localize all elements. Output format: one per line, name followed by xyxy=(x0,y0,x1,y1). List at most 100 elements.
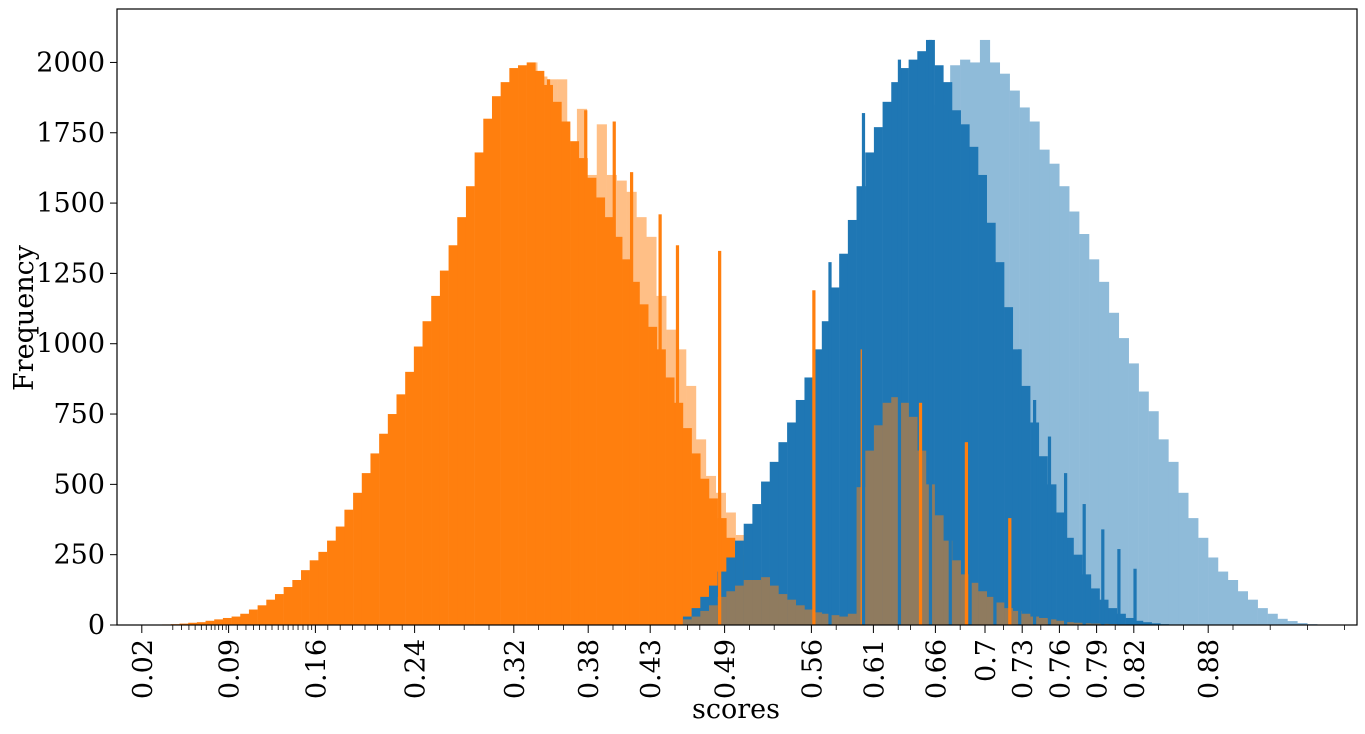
bar-blue-light xyxy=(1188,518,1199,625)
y-tick-label: 1000 xyxy=(36,329,105,360)
bar-blue-light xyxy=(1019,107,1030,625)
bar-overlap xyxy=(908,416,918,625)
bar-blue-light xyxy=(1227,580,1239,625)
x-tick-label: 0.16 xyxy=(301,639,332,699)
bar-overlap xyxy=(873,425,883,625)
bar-blue-light xyxy=(1079,234,1090,625)
bar-orange xyxy=(448,245,458,625)
bar-blue xyxy=(899,68,909,625)
bar-orange-spikes xyxy=(629,172,634,625)
x-tick-label: 0.79 xyxy=(1083,639,1114,699)
bar-orange xyxy=(483,118,493,625)
bar-orange-spikes xyxy=(918,402,923,625)
bar-blue-spikes xyxy=(1133,568,1137,625)
x-tick-label: 0.66 xyxy=(921,639,952,699)
bar-blue xyxy=(1056,512,1066,625)
series-blue-spikes xyxy=(828,39,1137,625)
bar-overlap xyxy=(830,615,840,625)
bar-overlap xyxy=(978,591,987,625)
y-axis-label: Frequency xyxy=(9,244,40,391)
bar-blue xyxy=(865,152,875,625)
bar-blue-light xyxy=(1158,439,1169,625)
bar-overlap xyxy=(1047,619,1057,625)
bar-orange xyxy=(327,540,336,625)
bar-orange xyxy=(552,101,562,625)
bar-overlap xyxy=(1064,622,1074,625)
bar-orange xyxy=(396,394,406,625)
bar-blue xyxy=(1151,623,1161,625)
y-tick-label: 1750 xyxy=(36,118,105,149)
bar-blue xyxy=(1047,484,1057,625)
bar-overlap xyxy=(769,585,779,625)
y-axis-ticks: 0 250 500 750 1000 1250 1500 1750 2000 xyxy=(36,47,117,641)
bar-blue-spikes xyxy=(928,39,933,625)
bar-blue xyxy=(726,557,736,625)
bar-blue xyxy=(1012,349,1022,625)
bar-orange xyxy=(630,281,640,625)
bar-orange-spikes xyxy=(658,214,662,625)
bar-blue xyxy=(795,399,805,625)
bar-orange xyxy=(682,428,692,625)
x-tick-label: 0.73 xyxy=(1008,639,1039,699)
bar-overlap xyxy=(891,397,901,625)
bar-overlap xyxy=(934,515,944,625)
bar-orange xyxy=(222,617,232,625)
bar-overlap xyxy=(1082,623,1092,625)
bar-orange xyxy=(465,186,475,625)
bar-blue xyxy=(891,82,901,625)
bar-overlap xyxy=(1021,613,1031,625)
bar-blue-light xyxy=(1138,391,1149,625)
bar-overlap xyxy=(795,605,805,625)
bar-blue-spikes xyxy=(1018,349,1022,625)
bar-blue-spikes xyxy=(1101,529,1105,625)
y-tick-label: 2000 xyxy=(36,47,105,78)
x-axis-label: scores xyxy=(692,694,780,725)
bar-overlap xyxy=(1090,623,1100,625)
bar-blue xyxy=(986,222,996,625)
bar-orange xyxy=(344,509,354,625)
bar-orange xyxy=(509,68,519,625)
y-tick-label: 750 xyxy=(53,399,105,430)
bar-orange-spikes xyxy=(546,79,551,625)
x-tick-label: 0.76 xyxy=(1045,639,1076,699)
bar-orange xyxy=(422,321,432,625)
bar-blue-spikes xyxy=(1082,504,1086,625)
bar-orange xyxy=(431,295,441,625)
bar-orange xyxy=(353,492,363,625)
bar-blue-spikes xyxy=(948,110,952,625)
bar-overlap xyxy=(787,599,797,625)
bar-orange xyxy=(708,498,718,625)
plot-frame xyxy=(116,8,1358,626)
bars-layer xyxy=(162,39,1318,626)
bar-orange xyxy=(474,152,484,625)
bar-blue xyxy=(1021,385,1031,625)
bar-orange xyxy=(535,70,545,625)
bar-orange-spikes xyxy=(612,121,616,625)
bar-orange-spikes xyxy=(1008,518,1012,625)
bar-overlap xyxy=(995,602,1005,625)
bar-blue-light xyxy=(1069,211,1080,625)
bar-blue xyxy=(952,110,961,625)
bar-orange xyxy=(665,377,675,625)
bar-overlap xyxy=(1073,622,1083,625)
bar-blue xyxy=(1108,608,1118,625)
x-tick-label: 0.61 xyxy=(859,639,890,699)
bar-blue xyxy=(778,442,788,625)
y-tick-label: 1250 xyxy=(36,258,105,289)
bar-blue-light xyxy=(1297,623,1308,625)
bar-overlap xyxy=(986,596,996,625)
bar-orange xyxy=(691,453,701,625)
bar-blue-spikes xyxy=(828,262,832,625)
bar-blue xyxy=(1038,456,1048,625)
bar-orange xyxy=(248,609,258,625)
bar-orange xyxy=(266,599,276,625)
bar-orange xyxy=(561,121,571,625)
bar-blue xyxy=(761,481,770,625)
bar-overlap xyxy=(700,610,710,625)
bar-orange xyxy=(717,518,727,625)
bar-orange xyxy=(309,560,319,625)
bar-overlap xyxy=(708,605,718,625)
bar-orange xyxy=(318,551,328,625)
bar-orange xyxy=(188,622,198,625)
bar-overlap xyxy=(743,580,753,625)
